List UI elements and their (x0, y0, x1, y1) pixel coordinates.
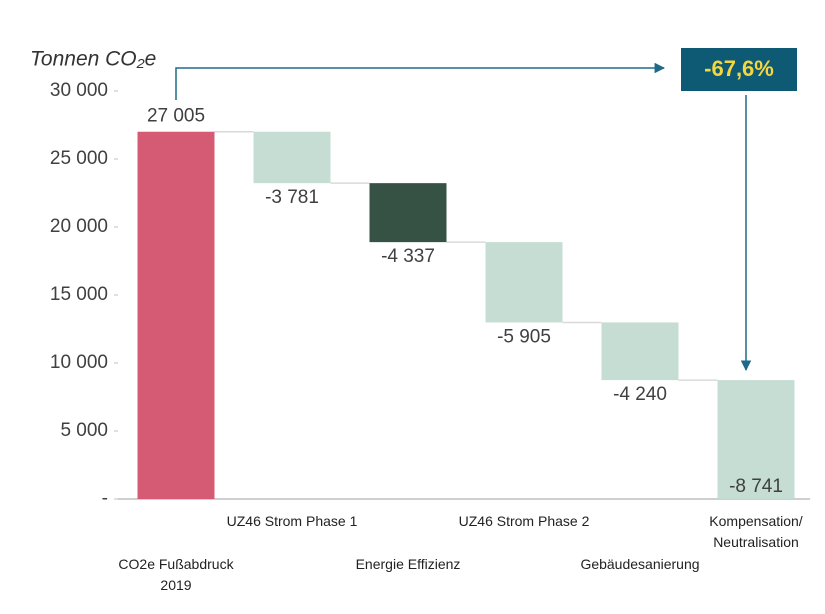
y-tick-label: 20 000 (50, 216, 108, 237)
x-tick-label: Energie Effizienz (355, 556, 461, 572)
bar (717, 380, 795, 499)
y-tick-label: - (102, 488, 108, 509)
value-label: 27 005 (147, 106, 205, 127)
y-tick-label: 25 000 (50, 148, 108, 169)
y-tick-label: 15 000 (50, 284, 108, 305)
annotation: -67,6% (704, 56, 774, 81)
x-tick-label: Kompensation/ Neutralisation (709, 513, 803, 550)
bar (485, 242, 563, 323)
value-label: -4 337 (381, 246, 435, 267)
bar (137, 131, 215, 499)
x-tick-label: UZ46 Strom Phase 2 (458, 513, 590, 529)
y-tick-label: 5 000 (60, 420, 108, 441)
y-tick-label: 30 000 (50, 80, 108, 101)
annotation-box (681, 48, 797, 91)
value-label: -8 741 (729, 476, 783, 497)
x-tick-label: Gebäudesanierung (580, 556, 700, 572)
x-tick-label: CO2e Fußabdruck 2019 (118, 556, 234, 593)
value-label: -4 240 (613, 384, 667, 405)
y-tick-label: 10 000 (50, 352, 108, 373)
chart-title: Tonnen CO₂e (30, 48, 156, 71)
value-label: -5 905 (497, 326, 551, 347)
value-label: -3 781 (265, 187, 319, 208)
annotation-arrow (175, 62, 666, 100)
bar (253, 131, 331, 184)
bar (369, 183, 447, 243)
bar (601, 322, 679, 381)
x-tick-label: UZ46 Strom Phase 1 (226, 513, 358, 529)
